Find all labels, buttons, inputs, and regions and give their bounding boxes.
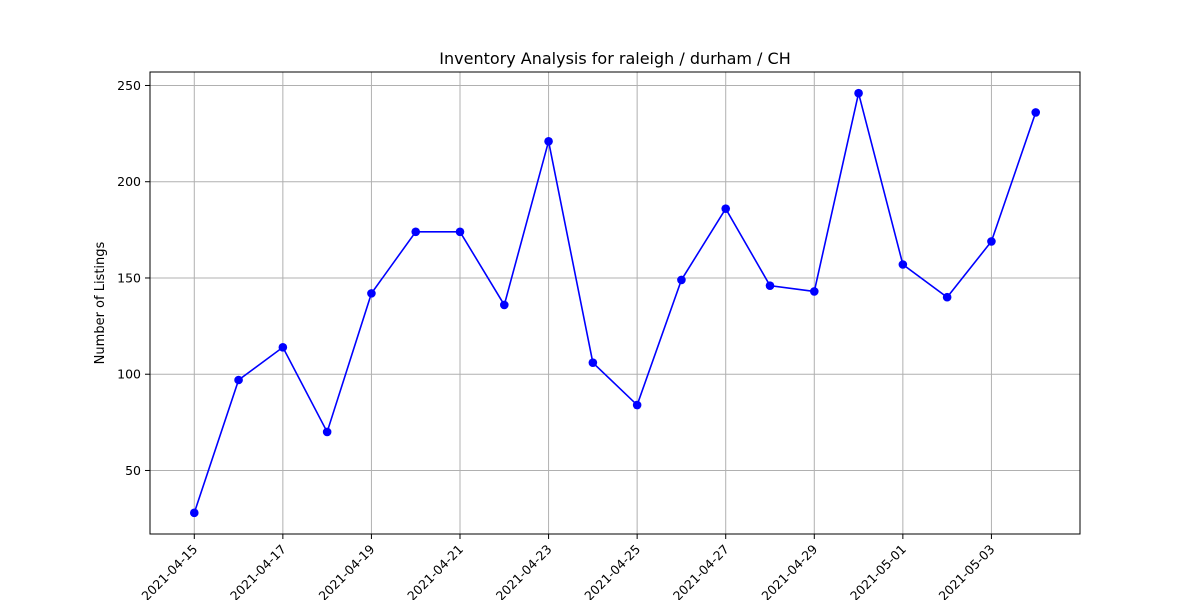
data-point — [898, 260, 908, 269]
grid-lines — [150, 72, 1080, 534]
data-point — [1031, 108, 1041, 117]
plot-frame — [149, 71, 1081, 535]
data-point — [854, 88, 863, 98]
y-tick-label: 200 — [117, 174, 141, 189]
y-tick-label: 100 — [117, 367, 141, 382]
data-point — [455, 227, 465, 237]
y-tick-label: 50 — [125, 463, 141, 478]
data-point — [809, 287, 819, 296]
data-point — [987, 237, 996, 246]
data-point — [677, 275, 686, 285]
data-point — [588, 358, 598, 367]
data-point — [499, 300, 509, 310]
data-point — [367, 289, 376, 298]
series-layer — [189, 88, 1041, 518]
data-point — [942, 292, 952, 302]
y-axis-label: Number of Listings — [93, 241, 108, 364]
data-point — [411, 227, 421, 237]
data-point — [632, 400, 642, 410]
data-point — [189, 508, 199, 518]
chart-title: Inventory Analysis for raleigh / durham … — [439, 49, 790, 68]
data-point — [278, 342, 288, 352]
data-point — [322, 427, 332, 437]
y-tick-label: 250 — [117, 78, 141, 93]
data-point — [234, 375, 243, 385]
data-point — [765, 281, 775, 290]
y-tick-label: 150 — [117, 270, 141, 285]
data-point — [721, 204, 731, 213]
data-point — [544, 137, 553, 146]
series-line — [193, 92, 1037, 514]
